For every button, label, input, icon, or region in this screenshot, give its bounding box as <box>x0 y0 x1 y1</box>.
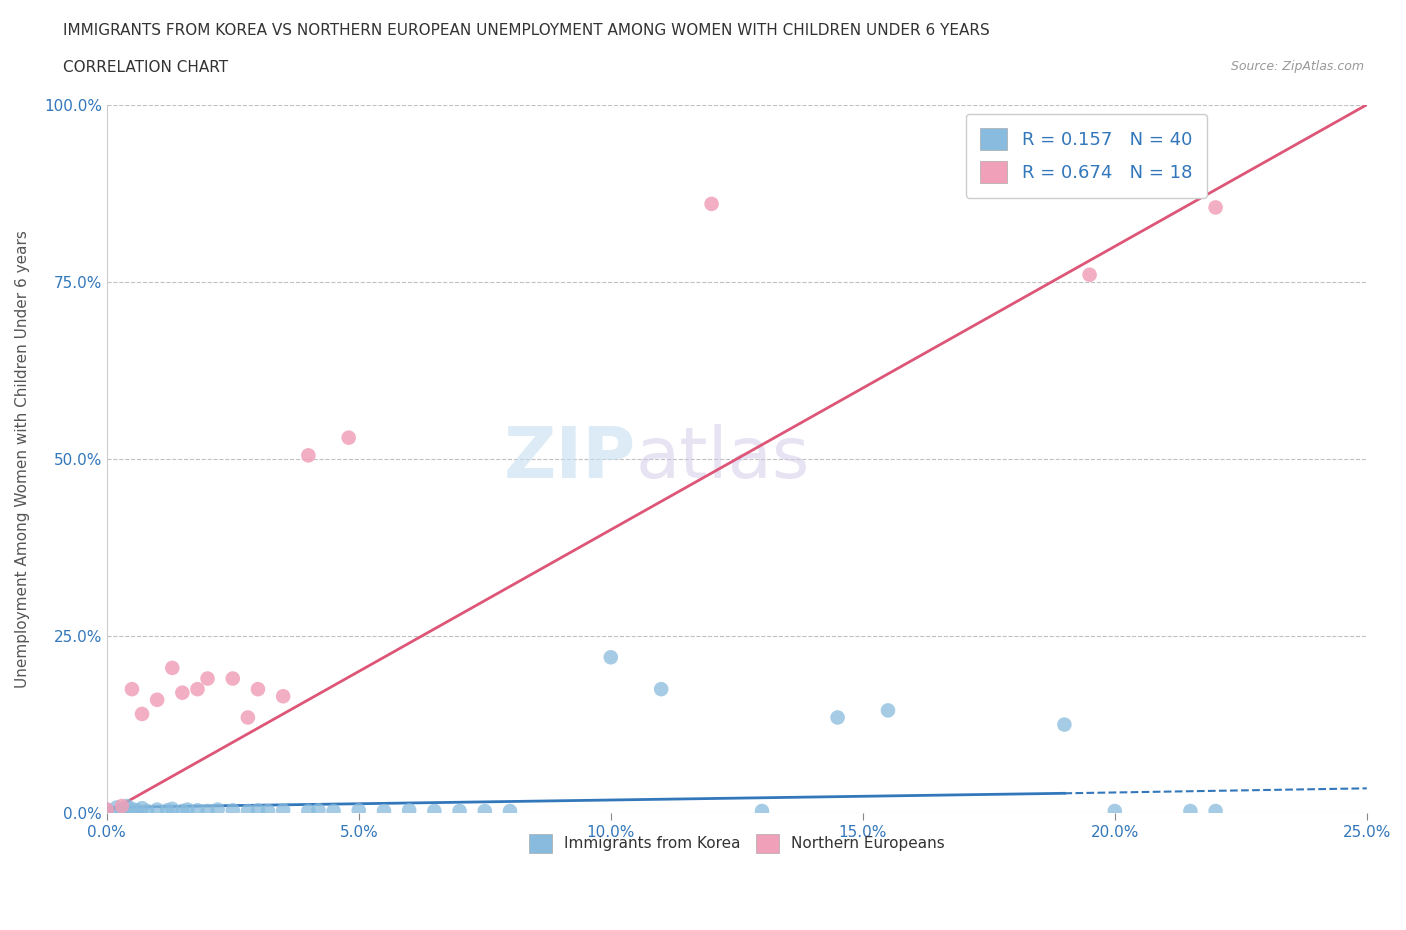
Point <box>499 804 522 818</box>
Point <box>650 682 672 697</box>
Point <box>236 804 259 818</box>
Text: IMMIGRANTS FROM KOREA VS NORTHERN EUROPEAN UNEMPLOYMENT AMONG WOMEN WITH CHILDRE: IMMIGRANTS FROM KOREA VS NORTHERN EUROPE… <box>63 23 990 38</box>
Point <box>877 703 900 718</box>
Point <box>96 803 118 817</box>
Point <box>297 804 319 818</box>
Point <box>207 803 229 817</box>
Legend: Immigrants from Korea, Northern Europeans: Immigrants from Korea, Northern European… <box>523 828 950 858</box>
Point <box>105 800 128 815</box>
Point <box>307 803 329 817</box>
Point <box>121 682 143 697</box>
Point <box>322 804 344 818</box>
Text: atlas: atlas <box>636 424 810 494</box>
Point <box>1205 804 1227 818</box>
Point <box>337 431 360 445</box>
Point <box>186 803 208 817</box>
Point <box>271 689 294 704</box>
Point <box>125 803 148 817</box>
Point <box>271 803 294 817</box>
Point <box>1053 717 1076 732</box>
Text: CORRELATION CHART: CORRELATION CHART <box>63 60 228 75</box>
Point <box>246 803 269 817</box>
Point <box>827 710 849 724</box>
Point <box>96 803 118 817</box>
Point <box>172 804 194 818</box>
Point <box>131 801 153 816</box>
Point <box>297 448 319 463</box>
Point <box>111 804 134 818</box>
Point <box>373 804 395 818</box>
Point <box>162 660 184 675</box>
Point <box>222 803 245 817</box>
Point <box>121 802 143 817</box>
Point <box>136 804 159 818</box>
Point <box>474 804 496 818</box>
Point <box>347 803 370 817</box>
Point <box>423 804 446 818</box>
Point <box>197 804 219 818</box>
Point <box>156 803 179 817</box>
Point <box>197 671 219 686</box>
Point <box>176 803 198 817</box>
Point <box>146 803 169 817</box>
Text: ZIP: ZIP <box>503 424 636 494</box>
Point <box>186 682 208 697</box>
Point <box>599 650 621 665</box>
Point <box>111 799 134 814</box>
Point <box>162 802 184 817</box>
Point <box>146 692 169 707</box>
Point <box>449 804 471 818</box>
Point <box>236 710 259 724</box>
Y-axis label: Unemployment Among Women with Children Under 6 years: Unemployment Among Women with Children U… <box>15 230 30 688</box>
Point <box>246 682 269 697</box>
Point <box>222 671 245 686</box>
Point <box>398 803 420 817</box>
Text: Source: ZipAtlas.com: Source: ZipAtlas.com <box>1230 60 1364 73</box>
Point <box>1078 267 1101 282</box>
Point <box>172 685 194 700</box>
Point <box>1104 804 1126 818</box>
Point <box>751 804 773 818</box>
Point <box>1180 804 1202 818</box>
Point <box>257 804 280 818</box>
Point <box>700 196 723 211</box>
Point <box>131 707 153 722</box>
Point <box>115 799 138 814</box>
Point <box>1205 200 1227 215</box>
